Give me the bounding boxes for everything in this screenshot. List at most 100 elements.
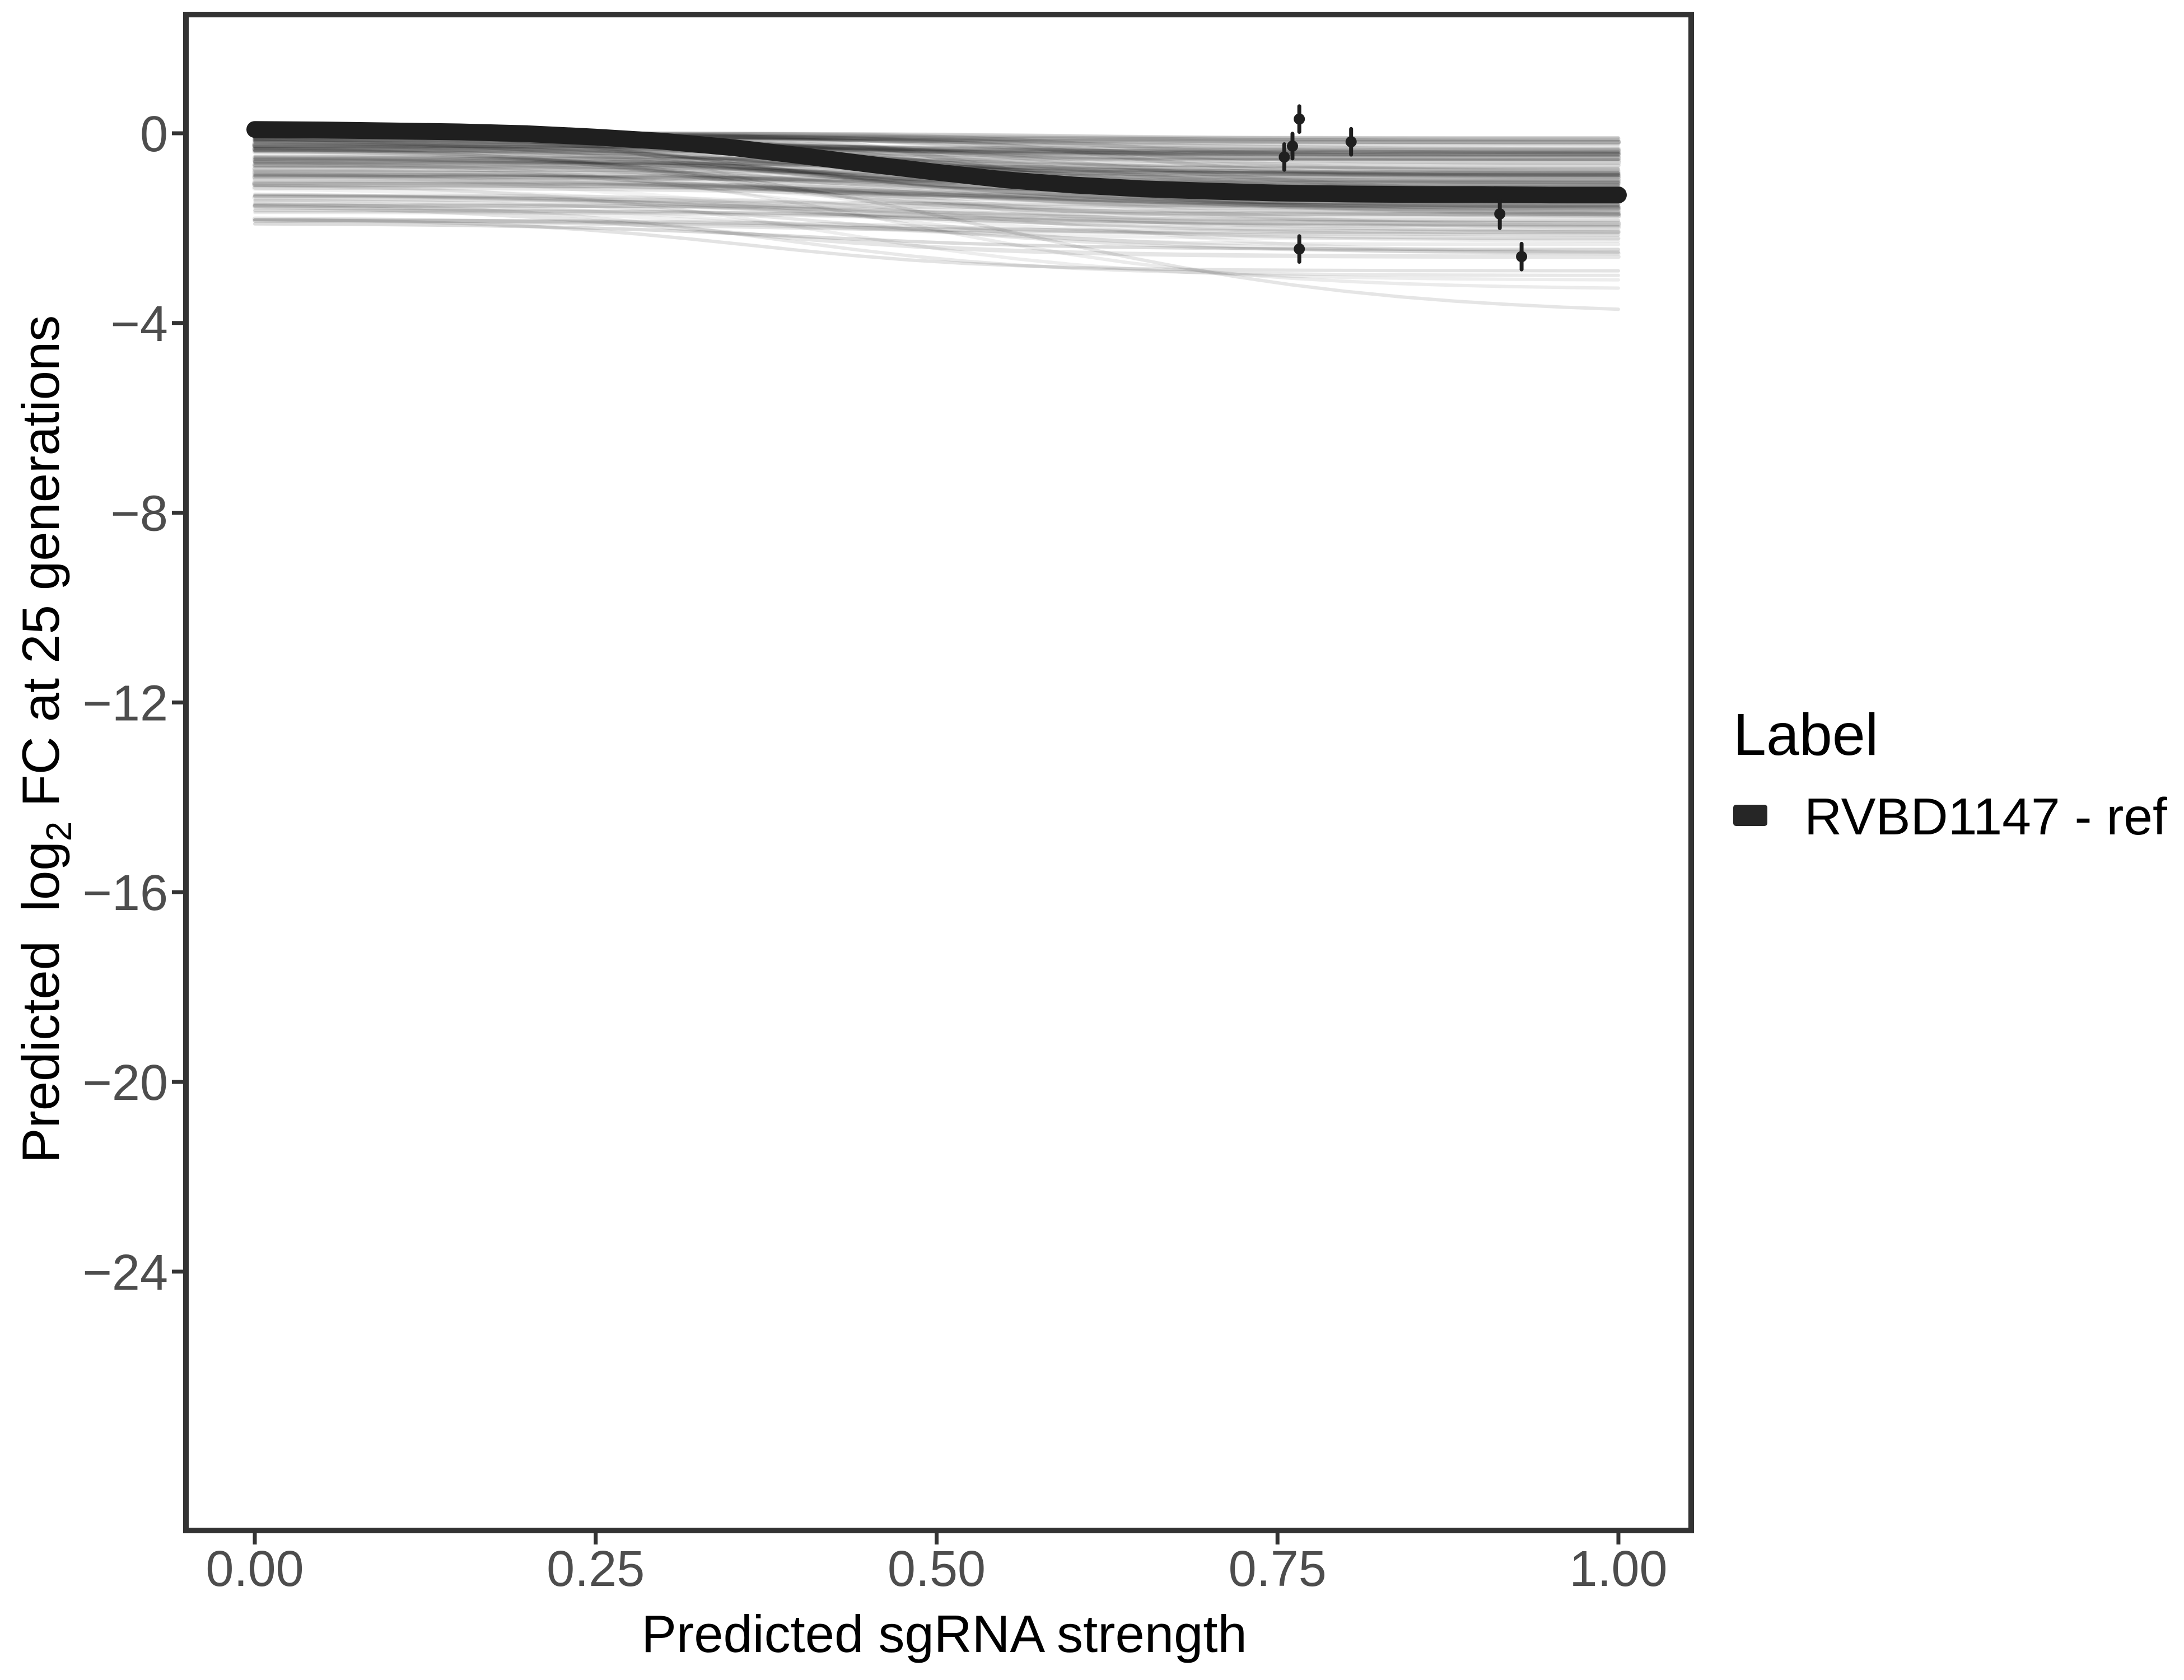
posterior-outlier-line <box>253 183 1620 282</box>
y-tick-label: −12 <box>82 675 168 731</box>
posterior-draw-line <box>253 144 1621 157</box>
posterior-draw-line <box>252 143 1621 156</box>
posterior-draw-line <box>253 156 1620 207</box>
posterior-draw-line <box>253 185 1621 211</box>
posterior-draw-line <box>252 181 1621 218</box>
legend-label-rvbd1147: RVBD1147 - ref <box>1804 787 2167 846</box>
y-axis-title-post: FC at 25 generations <box>11 315 70 822</box>
legend: Label RVBD1147 - ref <box>1733 702 2167 846</box>
posterior-draw-line <box>252 178 1621 210</box>
posterior-draw-line <box>253 138 1620 155</box>
data-points <box>1278 104 1528 272</box>
posterior-draw-line <box>253 203 1621 236</box>
data-point <box>1294 243 1305 255</box>
posterior-draw-line <box>252 216 1621 235</box>
posterior-draw-line <box>253 143 1621 174</box>
posterior-draw-line <box>252 194 1621 226</box>
posterior-draw-line <box>253 194 1621 217</box>
posterior-draw-line <box>253 193 1621 223</box>
posterior-draw-line <box>252 180 1621 230</box>
posterior-draw-line <box>253 162 1620 228</box>
posterior-draw-line <box>253 175 1621 212</box>
y-axis-title-pre: Predicted log <box>11 841 70 1163</box>
reference-curve <box>246 121 1627 204</box>
posterior-draw-line <box>253 192 1620 232</box>
posterior-draw-line <box>252 182 1621 219</box>
posterior-draw-line <box>253 157 1620 170</box>
posterior-outlier-line <box>253 222 1620 251</box>
posterior-draw-line <box>253 137 1621 209</box>
posterior-draw-line <box>252 145 1621 181</box>
data-point <box>1278 151 1290 163</box>
posterior-outlier-line <box>253 202 1620 277</box>
posterior-draw-line <box>253 193 1620 243</box>
posterior-draw-line <box>252 180 1621 229</box>
posterior-draw-line <box>252 148 1621 217</box>
legend-title: Label <box>1733 702 1878 768</box>
y-tick-label: −16 <box>82 865 168 921</box>
y-axis-title: Predicted log2 FC at 25 generations <box>11 315 79 1163</box>
data-point <box>1345 136 1357 148</box>
posterior-draw-line <box>253 172 1620 225</box>
posterior-outlier-line <box>253 160 1620 290</box>
posterior-draw-line <box>253 135 1620 172</box>
posterior-draw-line <box>252 203 1621 211</box>
posterior-draw-line <box>253 199 1620 254</box>
posterior-draw-line <box>253 149 1620 187</box>
x-tick-label: 0.25 <box>547 1541 645 1597</box>
posterior-draw-line <box>252 171 1621 226</box>
x-axis-ticks: 0.00 0.25 0.50 0.75 1.00 <box>206 1533 1668 1597</box>
posterior-draw-line <box>252 150 1621 211</box>
posterior-draw-line <box>252 185 1621 227</box>
posterior-draw-line <box>253 218 1621 241</box>
panel-border <box>183 12 1694 1533</box>
data-point <box>1494 208 1506 220</box>
posterior-draw-line <box>252 142 1621 164</box>
posterior-draw-line <box>253 204 1621 259</box>
posterior-draw-line <box>253 203 1621 254</box>
data-point <box>1294 113 1305 125</box>
posterior-draw-line <box>252 141 1621 157</box>
posterior-draw-line <box>252 181 1621 213</box>
y-axis-ticks: 0 −4 −8 −12 −16 −20 −24 <box>82 106 183 1301</box>
y-axis-title-sub: 2 <box>39 822 79 842</box>
posterior-draw-line <box>253 208 1620 234</box>
data-point <box>1516 251 1528 263</box>
legend-key-rvbd1147 <box>1733 805 1767 826</box>
posterior-draw-line <box>253 209 1621 234</box>
posterior-draw-line <box>253 198 1620 206</box>
posterior-draw-line <box>253 147 1620 186</box>
x-tick-label: 0.75 <box>1229 1541 1327 1597</box>
posterior-outlier-line <box>253 218 1620 273</box>
panel-background <box>186 15 1691 1530</box>
x-axis-title: Predicted sgRNA strength <box>641 1604 1247 1663</box>
posterior-draw-line <box>252 170 1621 217</box>
posterior-draw-line <box>253 204 1621 246</box>
x-tick-label: 0.50 <box>888 1541 986 1597</box>
posterior-draw-line <box>252 146 1621 161</box>
y-tick-label: −8 <box>110 486 168 542</box>
posterior-draw-line <box>253 211 1620 237</box>
posterior-draw-line <box>253 157 1621 213</box>
posterior-draw-line <box>253 207 1620 228</box>
y-tick-label: 0 <box>140 106 168 162</box>
posterior-draw-line <box>252 137 1621 179</box>
data-point <box>1287 140 1298 152</box>
posterior-outlier-line <box>253 147 1620 311</box>
x-tick-label: 1.00 <box>1569 1541 1667 1597</box>
x-tick-label: 0.00 <box>206 1541 304 1597</box>
y-tick-label: −4 <box>110 296 168 352</box>
posterior-draw-line <box>253 194 1621 222</box>
reference-curve-line <box>246 121 1627 204</box>
posterior-draw-line <box>253 175 1620 186</box>
posterior-draw-line <box>253 194 1621 207</box>
y-tick-label: −24 <box>82 1245 168 1301</box>
y-tick-label: −20 <box>82 1055 168 1111</box>
posterior-draw-line <box>253 144 1621 162</box>
posterior-draw-line <box>252 142 1621 152</box>
posterior-draw-line <box>253 200 1620 241</box>
posterior-draw-line <box>253 218 1621 256</box>
posterior-draw-line <box>253 155 1620 161</box>
